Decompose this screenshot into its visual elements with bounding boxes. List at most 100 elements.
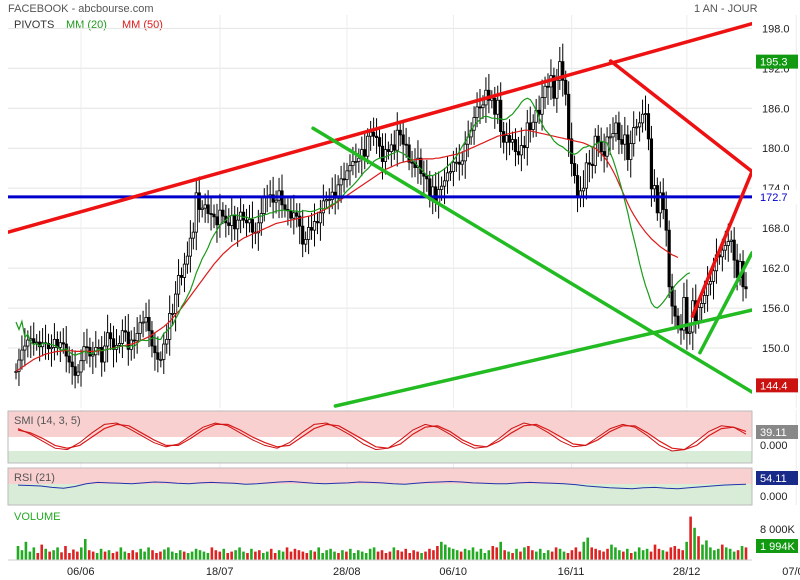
candle-body [448,171,453,174]
candle-body [744,286,748,290]
low-level-badge: 144.4 [760,380,788,392]
candle-body [159,358,163,361]
volume-bar [709,547,712,560]
volume-bar [400,551,404,560]
volume-bar [265,551,269,560]
volume-bar [285,547,289,560]
x-tick-label: 16/11 [558,566,585,578]
candle-body [732,239,736,261]
candle-body [374,135,379,138]
volume-bar [151,550,154,560]
volume-bar [91,551,95,560]
volume-bar [444,544,447,560]
volume-bar [313,551,317,560]
candle-body [176,275,181,295]
volume-bar [503,550,506,560]
candle-body [162,343,166,360]
volume-bar [95,553,99,560]
volume-label: VOLUME [14,511,60,523]
volume-badge-bg [756,539,798,553]
volume-bar [24,541,28,560]
candle-body [658,192,662,214]
volume-bar [487,550,491,560]
candle-body [194,192,198,233]
candle-body [132,339,136,342]
volume-bar [277,550,281,560]
volume-bar [139,548,142,560]
volume-bar [289,551,293,560]
volume-bar [724,547,728,560]
candle-body [91,354,95,357]
volume-bar [637,547,641,560]
volume-bar [523,547,526,560]
candle-body [165,338,169,345]
candle-body [212,213,216,218]
candle-body [502,131,506,143]
candle-body [392,144,396,151]
candle-body [723,245,727,251]
candle-body [493,97,497,115]
low-level-badge-bg [756,378,798,393]
volume-bar [198,550,202,560]
trendline-resistance-upper [8,21,752,234]
volume-bar [582,541,586,560]
volume-bar [610,544,613,560]
candle-body [700,303,704,308]
volume-bar [68,553,71,560]
volume-bar [590,547,593,560]
volume-bar [440,541,443,560]
volume-bar [554,547,558,560]
candle-body [620,139,624,145]
candle-body [46,342,51,350]
volume-bar [717,548,720,560]
candle-body [593,135,597,166]
candle-body [581,187,586,192]
x-tick-label: 06/06 [67,566,95,578]
candle-body [640,113,645,124]
candle-body [720,249,724,258]
volume-bar [115,551,119,560]
candle-body [135,332,139,342]
candle-body [188,237,192,257]
price-tick-label: 168.0 [762,223,790,235]
rsi-band-low [8,484,752,505]
volume-bar [689,516,692,560]
volume-bar [226,553,229,560]
candle-body [304,239,308,245]
volume-tick-label: 8 000K [760,524,796,536]
candle-body [463,143,467,162]
candle-body [543,85,547,98]
mm20-line [15,97,691,357]
candle-body [26,339,30,347]
candle-body [632,127,636,144]
volume-bar [720,544,724,560]
volume-bar [356,550,360,560]
price-tick-label: 198.0 [762,23,790,35]
candle-body [197,192,201,210]
volume-bar [210,547,214,560]
candle-body [567,93,571,140]
volume-bar [463,548,467,560]
candle-body [590,163,594,166]
volume-bar [258,550,261,560]
volume-bar [653,544,657,560]
volume-bar [701,544,704,560]
volume-bar [32,547,36,560]
candle-body [117,342,122,346]
candle-body [587,162,591,165]
volume-bar [80,547,83,560]
volume-bar [301,551,305,560]
volume-bar [36,553,40,560]
volume-bar [408,553,411,560]
candle-body [241,211,246,221]
period-label[interactable]: 1 AN - JOUR [694,3,758,15]
x-tick-label: 18/07 [206,566,234,578]
candle-body [354,161,358,163]
candle-body [215,216,219,226]
candle-body [552,75,556,99]
volume-bar [337,553,340,560]
volume-bar [372,547,376,560]
candle-body [168,313,172,340]
volume-bar [661,550,665,560]
candle-body [369,131,373,137]
